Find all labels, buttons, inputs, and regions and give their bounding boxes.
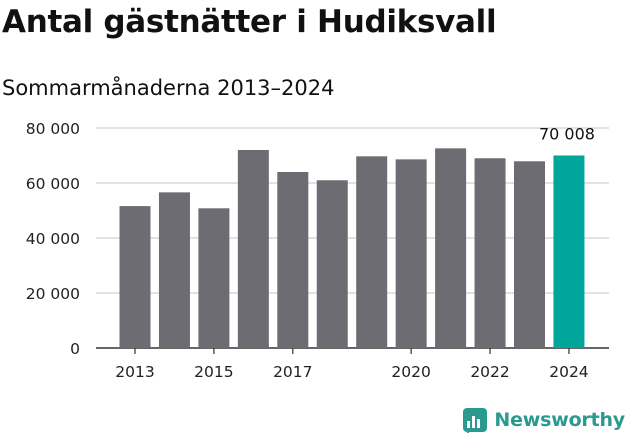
bar-2021 (435, 148, 467, 348)
y-tick-label: 0 (70, 340, 80, 358)
newsworthy-logo-icon (463, 408, 488, 433)
y-axis-ticks: 0 20 000 40 000 60 000 80 000 (26, 120, 80, 358)
data-label-highlight: 70 008 (539, 124, 595, 143)
y-tick-label: 20 000 (26, 285, 80, 303)
x-tick-label: 2022 (470, 363, 509, 381)
x-tick-label: 2020 (391, 363, 430, 381)
bar-2024 (553, 155, 585, 348)
brand-name: Newsworthy (494, 409, 625, 431)
y-tick-label: 80 000 (26, 120, 80, 138)
bar-2023 (514, 161, 545, 348)
bar-2016 (237, 150, 269, 348)
bar-2014 (158, 192, 190, 348)
y-tick-label: 60 000 (26, 175, 80, 193)
bar-2013 (119, 206, 151, 348)
x-axis-ticks: 2013 2015 2017 2020 2022 2024 (115, 348, 589, 381)
x-tick-label: 2017 (273, 363, 312, 381)
chart-subtitle: Sommarmånaderna 2013–2024 (2, 76, 335, 100)
bar-2020 (395, 159, 427, 348)
newsworthy-logo: Newsworthy (462, 407, 625, 433)
data-labels: 70 008 (539, 124, 595, 143)
x-tick-label: 2024 (549, 363, 588, 381)
bars (119, 148, 585, 348)
x-tick-label: 2013 (115, 363, 154, 381)
bar-2022 (474, 158, 506, 348)
x-tick-label: 2015 (194, 363, 233, 381)
chart-title: Antal gästnätter i Hudiksvall (2, 4, 497, 40)
bar-2019 (356, 156, 388, 348)
bar-2017 (277, 172, 309, 348)
bar-2018 (316, 180, 348, 348)
bar-2015 (198, 208, 230, 348)
y-tick-label: 40 000 (26, 230, 80, 248)
